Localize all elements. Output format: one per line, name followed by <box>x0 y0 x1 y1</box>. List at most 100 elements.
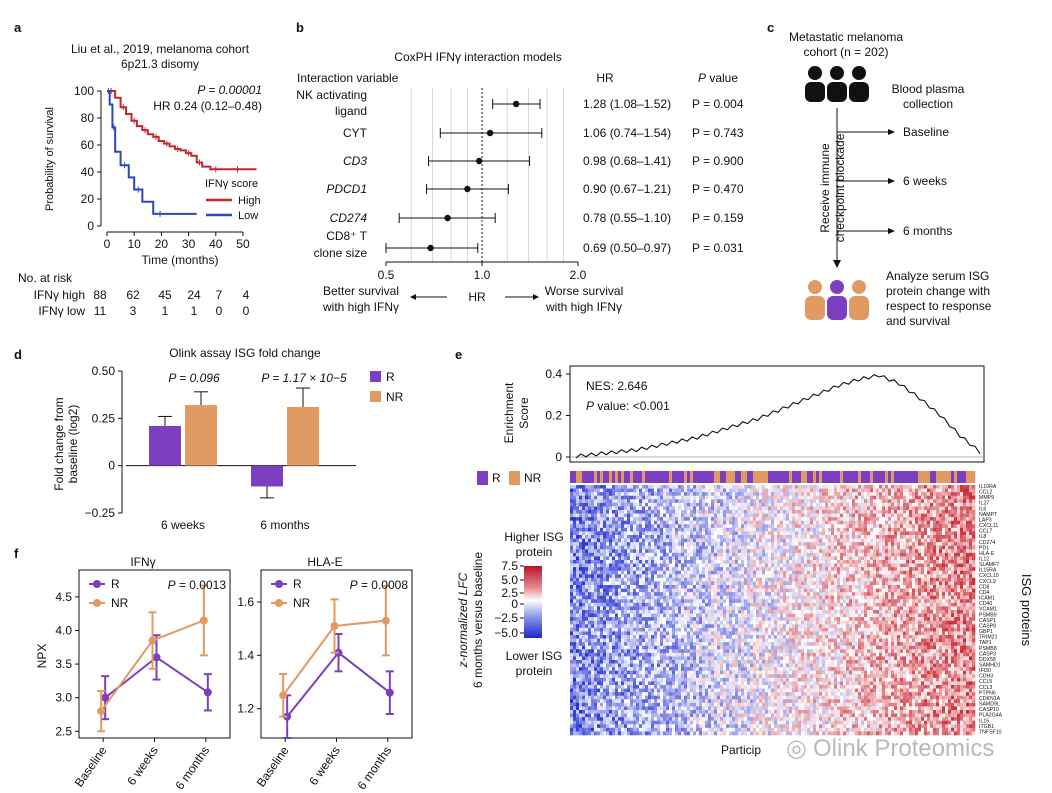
es-ytick-label: 0 <box>555 450 562 464</box>
heatmap-cell <box>729 488 733 493</box>
heatmap-cell <box>621 599 625 604</box>
heatmap-cell <box>750 517 754 522</box>
heatmap-cell <box>804 602 808 607</box>
heatmap-cell <box>615 531 619 536</box>
heatmap-cell <box>582 549 586 554</box>
heatmap-cell <box>720 556 724 561</box>
heatmap-cell <box>774 567 778 572</box>
heatmap-cell <box>825 595 829 600</box>
group-strip-cell <box>744 471 748 483</box>
heatmap-cell <box>639 599 643 604</box>
heatmap-cell <box>645 499 649 504</box>
heatmap-cell <box>969 556 973 561</box>
heatmap-cell <box>882 513 886 518</box>
heatmap-cell <box>684 527 688 532</box>
heatmap-cell <box>585 506 589 511</box>
heatmap-cell <box>633 488 637 493</box>
heatmap-cell <box>753 585 757 589</box>
heatmap-cell <box>972 513 976 518</box>
heatmap-cell <box>972 542 976 547</box>
heatmap-cell <box>789 577 793 582</box>
heatmap-cell <box>864 517 868 522</box>
heatmap-cell <box>681 570 685 575</box>
heatmap-cell <box>570 581 574 586</box>
heatmap-cell <box>945 485 949 489</box>
heatmap-cell <box>570 556 574 561</box>
heatmap-cell <box>681 606 685 611</box>
heatmap-cell <box>696 517 700 522</box>
heatmap-cell <box>846 545 850 550</box>
heatmap-cell <box>657 531 661 536</box>
heatmap-cell <box>780 492 784 497</box>
heatmap-cell <box>696 592 700 597</box>
heatmap-cell <box>888 502 892 507</box>
heatmap-cell <box>801 556 805 561</box>
heatmap-cell <box>645 513 649 518</box>
heatmap-cell <box>948 552 952 557</box>
heatmap-cell <box>735 506 739 511</box>
heatmap-cell <box>771 563 775 568</box>
heatmap-cell <box>963 570 967 575</box>
heatmap-cell <box>843 595 847 600</box>
heatmap-cell <box>957 510 961 514</box>
heatmap-cell <box>657 545 661 550</box>
heatmap-cell <box>576 485 580 489</box>
heatmap-cell <box>630 588 634 593</box>
heatmap-cell <box>603 492 607 497</box>
heatmap-cell <box>888 560 892 564</box>
heatmap-cell <box>864 527 868 532</box>
heatmap-cell <box>621 602 625 607</box>
heatmap-cell <box>858 492 862 497</box>
km-curve-high <box>107 90 257 171</box>
heatmap-cell <box>588 517 592 522</box>
heatmap-cell <box>759 513 763 518</box>
heatmap-cell <box>579 552 583 557</box>
heatmap-cell <box>693 581 697 586</box>
heatmap-cell <box>789 495 793 500</box>
heatmap-cell <box>813 560 817 564</box>
heatmap-cell <box>846 535 850 539</box>
heatmap-cell <box>906 502 910 507</box>
heatmap-cell <box>636 563 640 568</box>
heatmap-cell <box>906 492 910 497</box>
heatmap-cell <box>756 542 760 547</box>
heatmap-cell <box>645 563 649 568</box>
heatmap-cell <box>795 592 799 597</box>
heatmap-cell <box>594 577 598 582</box>
heatmap-cell <box>702 495 706 500</box>
heatmap-cell <box>771 602 775 607</box>
heatmap-cell <box>702 488 706 493</box>
heatmap-cell <box>696 513 700 518</box>
risk-cell: 1 <box>162 304 169 318</box>
heatmap-cell <box>888 602 892 607</box>
heatmap-cell <box>780 520 784 525</box>
heatmap-cell <box>618 588 622 593</box>
heatmap-cell <box>603 520 607 525</box>
heatmap-cell <box>885 488 889 493</box>
heatmap-cell <box>891 535 895 539</box>
heatmap-cell <box>867 595 871 600</box>
heatmap-cell <box>972 595 976 600</box>
heatmap-cell <box>720 549 724 554</box>
heatmap-cell <box>840 595 844 600</box>
heatmap-cell <box>807 538 811 543</box>
forest-col-variable: Interaction variable <box>297 71 399 85</box>
heatmap-cell <box>855 595 859 600</box>
heatmap-cell <box>837 517 841 522</box>
heatmap-cell <box>657 581 661 586</box>
heatmap-cell <box>909 599 913 604</box>
heatmap-cell <box>744 520 748 525</box>
heatmap-cell <box>954 549 958 554</box>
heatmap-cell <box>807 506 811 511</box>
heatmap-cell <box>936 513 940 518</box>
heatmap-cell <box>897 542 901 547</box>
heatmap-cell <box>579 545 583 550</box>
heatmap-cell <box>915 495 919 500</box>
heatmap-cell <box>834 492 838 497</box>
heatmap-cell <box>741 510 745 514</box>
heatmap-cell <box>738 577 742 582</box>
heatmap-cell <box>912 599 916 604</box>
heatmap-cell <box>855 517 859 522</box>
heatmap-cell <box>732 552 736 557</box>
km-curves <box>107 88 257 217</box>
